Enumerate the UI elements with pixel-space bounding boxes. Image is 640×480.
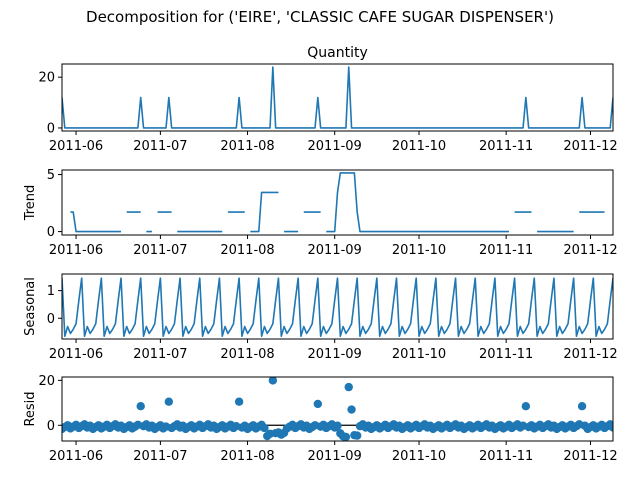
seasonal-xtick-label: 2011-07	[133, 347, 187, 362]
seasonal-xtick-label: 2011-09	[308, 347, 362, 362]
resid-point	[347, 405, 356, 414]
trend-axes-frame	[61, 169, 614, 236]
trend-xtick-label: 2011-12	[563, 243, 617, 258]
resid-ytick-label: 0	[47, 419, 55, 434]
resid-point	[260, 423, 269, 433]
observed-xtick-label: 2011-07	[133, 139, 187, 154]
observed-axes-frame	[61, 63, 614, 132]
seasonal-xtick-label: 2011-10	[392, 347, 446, 362]
seasonal-xtick-label: 2011-12	[563, 347, 617, 362]
figure-suptitle: Decomposition for ('EIRE', 'CLASSIC CAFE…	[86, 8, 554, 26]
trend-xtick-label: 2011-09	[308, 243, 362, 258]
resid-xtick-label: 2011-08	[220, 449, 274, 464]
resid-point	[234, 397, 244, 406]
resid-plot-area	[62, 377, 613, 441]
seasonal-ytick-label: 1	[47, 284, 55, 299]
resid-ytick-label: 20	[38, 374, 55, 389]
trend-ylabel: Trend	[23, 185, 38, 222]
panel-seasonal: 0 1 2011-06 2011-07 2011-08 2011-09 2011-10 201…	[23, 273, 618, 362]
trend-xtick-label: 2011-11	[479, 243, 533, 258]
observed-xtick-label: 2011-08	[220, 139, 274, 154]
seasonal-xtick-label: 2011-06	[49, 347, 103, 362]
resid-xtick-label: 2011-06	[49, 449, 103, 464]
panel-trend: 0 5 2011-06 2011-07 2011-08 2011-09 2011-10 201…	[23, 168, 618, 258]
observed-xtick-label: 2011-11	[479, 139, 533, 154]
seasonal-ylabel: Seasonal	[23, 277, 38, 336]
resid-point	[313, 399, 323, 409]
observed-xtick-label: 2011-09	[308, 139, 362, 154]
trend-plot-area	[70, 172, 605, 233]
resid-point	[333, 421, 342, 430]
resid-xtick-label: 2011-12	[563, 449, 617, 464]
trend-xtick-label: 2011-07	[133, 243, 187, 258]
panels: 0 20 2011-06 2011-07 2011-08 2011-09 2011-10 20…	[23, 45, 618, 464]
trend-ytick-label: 0	[47, 225, 55, 240]
observed-title: Quantity	[307, 45, 368, 61]
observed-xtick-label: 2011-06	[49, 139, 103, 154]
seasonal-xtick-label: 2011-08	[220, 347, 274, 362]
trend-ytick-label: 5	[47, 168, 55, 183]
resid-ylabel: Resid	[23, 391, 38, 426]
observed-xtick-label: 2011-10	[392, 139, 446, 154]
seasonal-ytick-label: 0	[47, 312, 55, 327]
trend-xtick-label: 2011-08	[220, 243, 274, 258]
resid-point	[164, 397, 174, 406]
observed-plot-area	[62, 66, 613, 129]
resid-point	[521, 401, 531, 411]
resid-point	[352, 431, 362, 440]
trend-xtick-label: 2011-10	[392, 243, 446, 258]
observed-ytick-label: 20	[38, 71, 55, 86]
observed-xtick-label: 2011-12	[563, 139, 617, 154]
resid-xtick-label: 2011-07	[133, 449, 187, 464]
observed-series-line	[62, 66, 613, 129]
resid-point	[608, 423, 613, 432]
seasonal-plot-area	[62, 277, 613, 338]
seasonal-xtick-label: 2011-11	[479, 347, 533, 362]
resid-point	[577, 401, 587, 411]
panel-observed: 0 20 2011-06 2011-07 2011-08 2011-09 2011-10 20…	[38, 45, 617, 154]
panel-resid: 0 20 2011-06 2011-07 2011-08 2011-09 2011-10 20…	[23, 374, 618, 464]
seasonal-axes-frame	[61, 273, 614, 340]
resid-xtick-label: 2011-09	[308, 449, 362, 464]
resid-axes-frame	[61, 376, 614, 442]
seasonal-series-line	[62, 277, 613, 338]
resid-xtick-label: 2011-11	[479, 449, 533, 464]
resid-point	[344, 382, 353, 392]
resid-point	[268, 377, 278, 385]
trend-series-line	[70, 172, 605, 233]
trend-xtick-label: 2011-06	[49, 243, 103, 258]
resid-xtick-label: 2011-10	[392, 449, 446, 464]
observed-ytick-label: 0	[47, 121, 55, 136]
resid-point	[341, 432, 351, 441]
resid-point	[136, 401, 145, 411]
